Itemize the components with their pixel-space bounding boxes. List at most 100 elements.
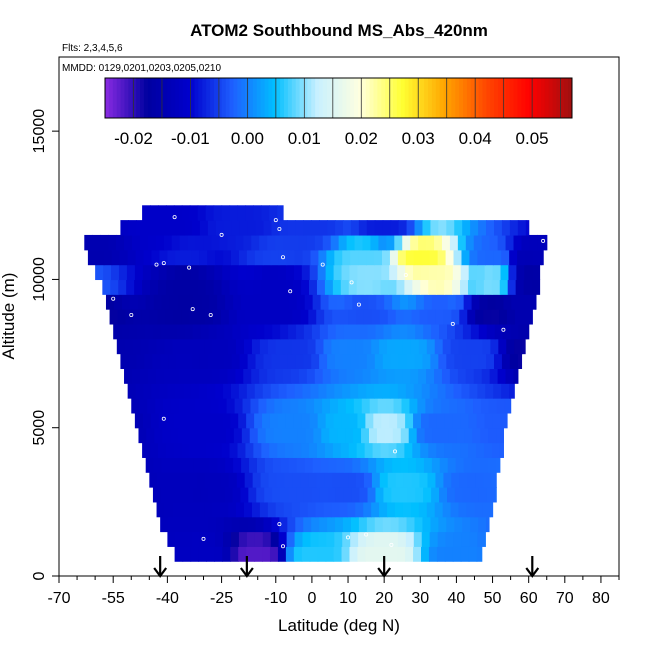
heatmap-cell — [277, 412, 287, 429]
heatmap-cell — [191, 249, 200, 266]
heatmap-cell — [206, 412, 215, 429]
heatmap-cell — [147, 398, 156, 414]
heatmap-cell — [195, 368, 205, 384]
heatmap-cell — [293, 412, 303, 429]
heatmap-cell — [444, 412, 454, 429]
heatmap-cell — [413, 264, 422, 281]
colorbar-segment — [396, 78, 402, 118]
heatmap-cell — [121, 323, 130, 340]
heatmap-cell — [295, 516, 304, 533]
heatmap-cell — [332, 279, 342, 295]
heatmap-cell — [184, 487, 194, 503]
heatmap-cell — [241, 427, 251, 444]
heatmap-cell — [290, 398, 299, 414]
heatmap-cell — [253, 205, 262, 221]
y-axis-label: Altitude (m) — [0, 273, 18, 360]
observation-point — [501, 327, 506, 332]
heatmap-cell — [386, 368, 395, 384]
heatmap-cell — [397, 264, 406, 281]
heatmap-cell — [215, 353, 225, 369]
heatmap-cell — [493, 383, 502, 399]
heatmap-cell — [152, 487, 162, 503]
heatmap-cell — [513, 368, 519, 384]
colorbar-segment — [338, 78, 343, 118]
colorbar-segment — [206, 78, 211, 118]
heatmap-cell — [285, 279, 294, 295]
heatmap-cell — [324, 279, 334, 295]
heatmap-cell — [365, 546, 374, 562]
heatmap-cell — [327, 516, 336, 533]
heatmap-cell — [318, 531, 327, 547]
heatmap-cell — [385, 398, 395, 414]
heatmap-cell — [166, 412, 176, 429]
heatmap-cell — [238, 412, 247, 429]
heatmap-cell — [409, 398, 418, 414]
heatmap-cell — [150, 442, 159, 458]
heatmap-cell — [159, 383, 168, 399]
heatmap-cell — [521, 234, 530, 251]
x-tick-label: -25 — [210, 590, 233, 607]
colorbar-segment — [155, 78, 160, 118]
heatmap-cell — [181, 279, 191, 295]
heatmap-cell — [414, 516, 424, 533]
heatmap-cell — [124, 338, 134, 355]
heatmap-cell — [312, 294, 322, 310]
heatmap-cell — [239, 220, 249, 236]
heatmap-cell — [381, 383, 391, 399]
heatmap-cell — [337, 398, 347, 414]
heatmap-cell — [149, 472, 158, 488]
heatmap-cell — [333, 264, 343, 281]
heatmap-cell — [353, 398, 363, 414]
observation-point — [403, 272, 408, 277]
heatmap-cell — [510, 323, 520, 340]
heatmap-cell — [381, 412, 390, 429]
heatmap-cell — [237, 279, 247, 295]
heatmap-cell — [424, 427, 434, 444]
heatmap-cell — [310, 249, 320, 266]
colorbar-segment — [513, 78, 519, 118]
heatmap-cell — [325, 546, 335, 562]
colorbar-segment — [470, 78, 476, 118]
heatmap-cell — [240, 487, 249, 503]
heatmap-cell — [395, 309, 405, 325]
heatmap-cell — [408, 457, 417, 473]
heatmap-cell — [365, 264, 374, 281]
heatmap-cell — [511, 294, 520, 310]
heatmap-cell — [487, 294, 497, 310]
heatmap-cell — [319, 323, 329, 340]
heatmap-cell — [169, 457, 179, 473]
heatmap-cell — [143, 249, 153, 266]
heatmap-cell — [293, 279, 302, 295]
heatmap-cell — [469, 249, 478, 266]
heatmap-cell — [213, 279, 223, 295]
heatmap-cell — [298, 368, 308, 384]
heatmap-cell — [324, 309, 333, 325]
heatmap-cell — [522, 338, 526, 355]
heatmap-cell — [421, 531, 431, 547]
heatmap-cell — [322, 398, 331, 414]
heatmap-cell — [462, 323, 472, 340]
heatmap-cell — [353, 427, 362, 444]
heatmap-cell — [322, 368, 332, 384]
heatmap-cell — [184, 353, 193, 369]
heatmap-cell — [320, 457, 330, 473]
heatmap-cell — [525, 249, 534, 266]
heatmap-cell — [226, 398, 236, 414]
heatmap-cell — [426, 234, 435, 251]
heatmap-cell — [255, 220, 265, 236]
heatmap-cell — [169, 294, 179, 310]
heatmap-cell — [454, 353, 463, 369]
heatmap-cell — [127, 383, 137, 399]
heatmap-cell — [198, 412, 208, 429]
heatmap-cell — [116, 234, 125, 251]
colorbar-segment — [260, 78, 266, 118]
heatmap-cell — [256, 294, 266, 310]
heatmap-cell — [265, 427, 275, 444]
heatmap-cell — [312, 457, 322, 473]
heatmap-cell — [469, 383, 478, 399]
heatmap-cell — [233, 294, 242, 310]
heatmap-cell — [191, 383, 200, 399]
heatmap-cell — [478, 323, 488, 340]
heatmap-cell — [402, 501, 412, 518]
heatmap-cell — [373, 264, 382, 281]
